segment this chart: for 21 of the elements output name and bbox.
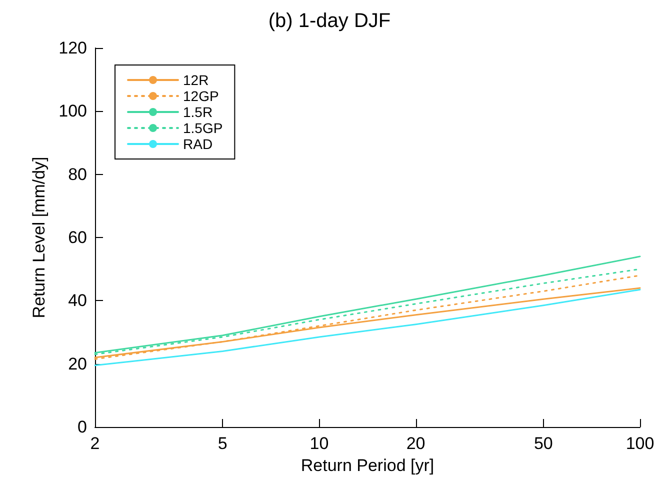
y-tick-label: 80 bbox=[68, 164, 87, 184]
y-axis-title: Return Level [mm/dy] bbox=[30, 156, 49, 318]
x-tick-label: 5 bbox=[218, 434, 228, 453]
chart-title: (b) 1-day DJF bbox=[268, 10, 391, 32]
y-tick-label: 120 bbox=[58, 38, 87, 58]
y-tick-label: 100 bbox=[58, 102, 87, 121]
legend-label: RAD bbox=[183, 136, 213, 152]
x-tick-label: 10 bbox=[310, 434, 329, 453]
legend-label: 12GP bbox=[183, 88, 219, 104]
x-tick-label: 2 bbox=[90, 434, 100, 453]
x-axis-title: Return Period [yr] bbox=[300, 456, 434, 475]
y-tick-label: 20 bbox=[68, 354, 87, 374]
x-tick-label: 100 bbox=[626, 434, 654, 453]
y-tick-label: 40 bbox=[68, 291, 87, 310]
y-tick-label: 0 bbox=[78, 418, 87, 436]
x-tick-label: 50 bbox=[534, 434, 553, 453]
legend-label: 1.5R bbox=[183, 104, 213, 120]
legend-label: 12R bbox=[183, 72, 209, 88]
legend-label: 1.5GP bbox=[183, 120, 223, 136]
y-tick-label: 60 bbox=[68, 228, 87, 247]
x-tick-label: 20 bbox=[406, 434, 426, 453]
